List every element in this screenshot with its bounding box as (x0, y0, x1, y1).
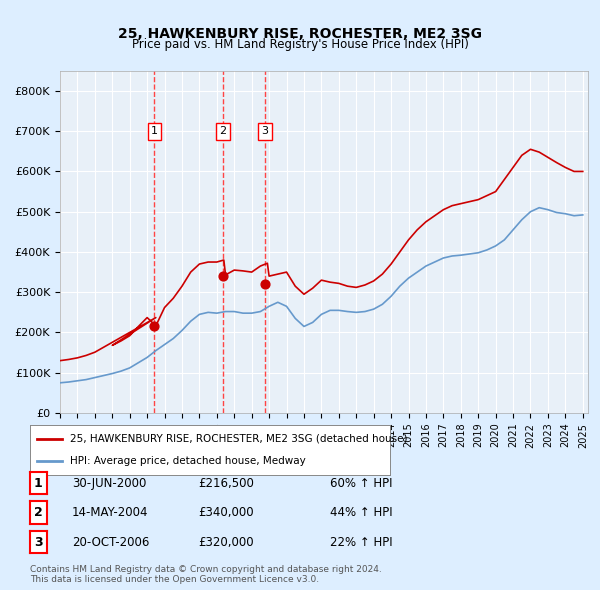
Text: 20-OCT-2006: 20-OCT-2006 (72, 536, 149, 549)
Text: 30-JUN-2000: 30-JUN-2000 (72, 477, 146, 490)
Text: 1: 1 (151, 126, 158, 136)
Text: £320,000: £320,000 (198, 536, 254, 549)
Text: 1: 1 (34, 477, 43, 490)
Point (149, 321, 159, 330)
Text: 3: 3 (34, 536, 43, 549)
Text: Price paid vs. HM Land Registry's House Price Index (HPI): Price paid vs. HM Land Registry's House … (131, 38, 469, 51)
Text: HPI: Average price, detached house, Medway: HPI: Average price, detached house, Medw… (70, 456, 305, 466)
Text: 22% ↑ HPI: 22% ↑ HPI (330, 536, 392, 549)
Text: 2: 2 (219, 126, 226, 136)
Point (260, 280, 269, 289)
Text: 44% ↑ HPI: 44% ↑ HPI (330, 506, 392, 519)
Text: 60% ↑ HPI: 60% ↑ HPI (330, 477, 392, 490)
Text: £340,000: £340,000 (198, 506, 254, 519)
Point (218, 271, 227, 281)
Text: 2: 2 (34, 506, 43, 519)
Text: 25, HAWKENBURY RISE, ROCHESTER, ME2 3SG: 25, HAWKENBURY RISE, ROCHESTER, ME2 3SG (118, 27, 482, 41)
Text: 14-MAY-2004: 14-MAY-2004 (72, 506, 149, 519)
Text: £216,500: £216,500 (198, 477, 254, 490)
Text: 3: 3 (261, 126, 268, 136)
Text: 25, HAWKENBURY RISE, ROCHESTER, ME2 3SG (detached house): 25, HAWKENBURY RISE, ROCHESTER, ME2 3SG … (70, 434, 407, 444)
Text: Contains HM Land Registry data © Crown copyright and database right 2024.
This d: Contains HM Land Registry data © Crown c… (30, 565, 382, 584)
